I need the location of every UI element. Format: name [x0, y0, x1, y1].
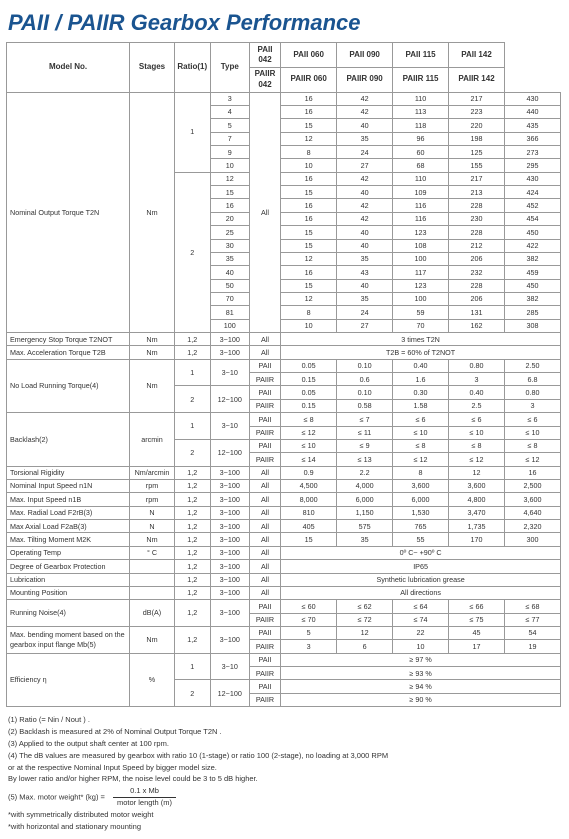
- row-t2n: Nominal Output Torque T2NNm13All16421102…: [7, 92, 561, 105]
- col-090a: PAII 090: [337, 43, 393, 68]
- col-042a: PAII 042: [249, 43, 280, 68]
- page-title: PAII / PAIIR Gearbox Performance: [8, 10, 561, 36]
- col-115a: PAII 115: [393, 43, 449, 68]
- row-eff-1a: Efficiency η%13~10PAII≥ 97 %: [7, 653, 561, 666]
- row-max-input: Max. Input Speed n1Brpm1,23~100All8,0006…: [7, 493, 561, 506]
- row-max-axial: Max Axial Load F2aB(3)N1,23~100All405575…: [7, 520, 561, 533]
- col-090b: PAIIR 090: [337, 67, 393, 92]
- footnote-4: (4) The dB values are measured by gearbo…: [8, 751, 561, 762]
- col-ratio: Ratio(1): [174, 43, 210, 93]
- col-060a: PAII 060: [281, 43, 337, 68]
- footnote-1: (1) Ratio (= Nin / Nout ) .: [8, 715, 561, 726]
- row-torsional: Torsional RigidityNm/arcmin1,23~100All0.…: [7, 466, 561, 479]
- row-bend-a: Max. bending moment based on the gearbox…: [7, 626, 561, 639]
- footnote-7: *with horizontal and stationary mounting: [8, 822, 561, 833]
- col-142a: PAII 142: [449, 43, 505, 68]
- col-142b: PAIIR 142: [449, 67, 505, 92]
- col-115b: PAIIR 115: [393, 67, 449, 92]
- row-lube: Lubrication1,23~100AllSynthetic lubricat…: [7, 573, 561, 586]
- col-060b: PAIIR 060: [281, 67, 337, 92]
- row-noise-a: Running Noise(4)dB(A)1,23~100PAII≤ 60≤ 6…: [7, 600, 561, 613]
- table-row: No Load Running Torque(4)Nm13~10PAII0.05…: [7, 359, 561, 372]
- table-row: Backlash(2)arcmin13~10PAII≤ 8≤ 7≤ 6≤ 6≤ …: [7, 413, 561, 426]
- footnote-2: (2) Backlash is measured at 2% of Nomina…: [8, 727, 561, 738]
- col-model: Model No.: [7, 43, 130, 93]
- row-protection: Degree of Gearbox Protection1,23~100AllI…: [7, 560, 561, 573]
- gearbox-table: Model No. Stages Ratio(1) Type PAII 042 …: [6, 42, 561, 707]
- row-max-radial: Max. Radial Load F2rB(3)N1,23~100All8101…: [7, 506, 561, 519]
- footnote-4b: By lower ratio and/or higher RPM, the no…: [8, 774, 561, 785]
- footnotes: (1) Ratio (= Nin / Nout ) . (2) Backlash…: [8, 715, 561, 833]
- footnote-4a: or at the respective Nominal Input Speed…: [8, 763, 561, 774]
- col-stages: Stages: [130, 43, 175, 93]
- row-nominal-input: Nominal Input Speed n1Nrpm1,23~100All4,5…: [7, 479, 561, 492]
- row-accel: Max. Acceleration Torque T2BNm1,23~100Al…: [7, 346, 561, 359]
- col-type: Type: [210, 43, 249, 93]
- row-op-temp: Operating Temp° C1,23~100All0º C~ +90º C: [7, 546, 561, 559]
- footnote-6: *with symmetrically distributed motor we…: [8, 810, 561, 821]
- footnote-3: (3) Applied to the output shaft center a…: [8, 739, 561, 750]
- col-042b: PAIIR 042: [249, 67, 280, 92]
- row-max-tilt: Max. Tilting Moment M2KNm1,23~100All1535…: [7, 533, 561, 546]
- row-mount: Mounting Position1,23~100AllAll directio…: [7, 586, 561, 599]
- row-emerg: Emergency Stop Torque T2NOTNm1,23~100All…: [7, 333, 561, 346]
